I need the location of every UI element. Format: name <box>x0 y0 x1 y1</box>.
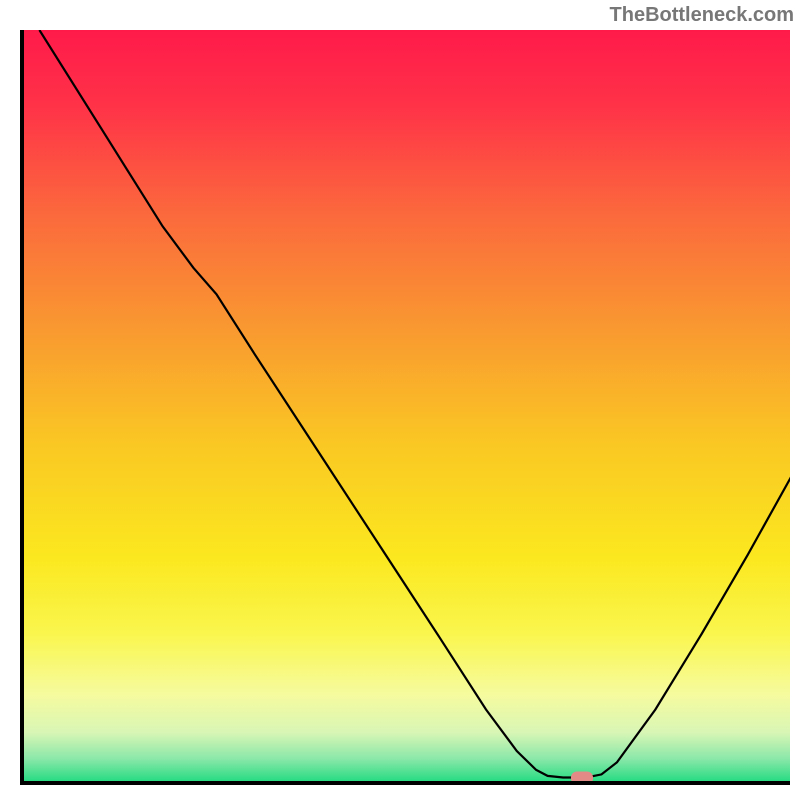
chart-container: { "watermark": { "text": "TheBottleneck.… <box>0 0 800 800</box>
bottleneck-marker <box>571 771 593 784</box>
watermark-text: TheBottleneck.com <box>610 4 794 27</box>
plot-area <box>20 30 790 785</box>
gradient-rect <box>24 30 790 785</box>
chart-svg <box>24 30 790 785</box>
